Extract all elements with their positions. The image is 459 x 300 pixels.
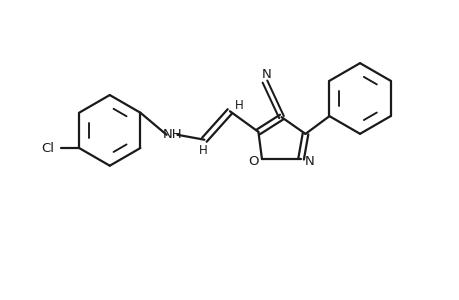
Text: N: N — [261, 68, 271, 81]
Text: O: O — [247, 155, 258, 168]
Text: H: H — [234, 99, 243, 112]
Text: N: N — [304, 155, 314, 168]
Text: Cl: Cl — [41, 142, 54, 154]
Text: H: H — [199, 144, 207, 157]
Text: NH: NH — [162, 128, 182, 141]
